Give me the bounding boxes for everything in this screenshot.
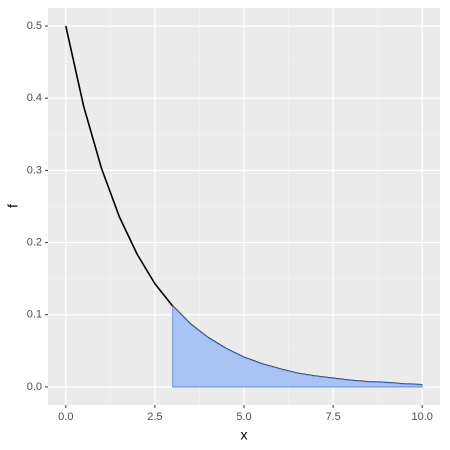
y-tick-label: 0.1 xyxy=(27,309,42,321)
x-tick-label: 2.5 xyxy=(147,411,162,423)
y-tick-label: 0.4 xyxy=(27,92,42,104)
y-tick-label: 0.3 xyxy=(27,164,42,176)
x-axis-title: x xyxy=(241,427,248,443)
marks xyxy=(65,25,423,388)
x-tick-label: 0.0 xyxy=(58,411,73,423)
shaded-area xyxy=(172,305,423,388)
x-tick-label: 7.5 xyxy=(325,411,340,423)
y-tick-label: 0.2 xyxy=(27,236,42,248)
y-axis-title: f xyxy=(5,204,21,208)
y-tick-label: 0.0 xyxy=(27,381,42,393)
y-tick-label: 0.5 xyxy=(27,20,42,32)
x-tick-label: 10.0 xyxy=(411,411,432,423)
x-tick-label: 5.0 xyxy=(236,411,251,423)
